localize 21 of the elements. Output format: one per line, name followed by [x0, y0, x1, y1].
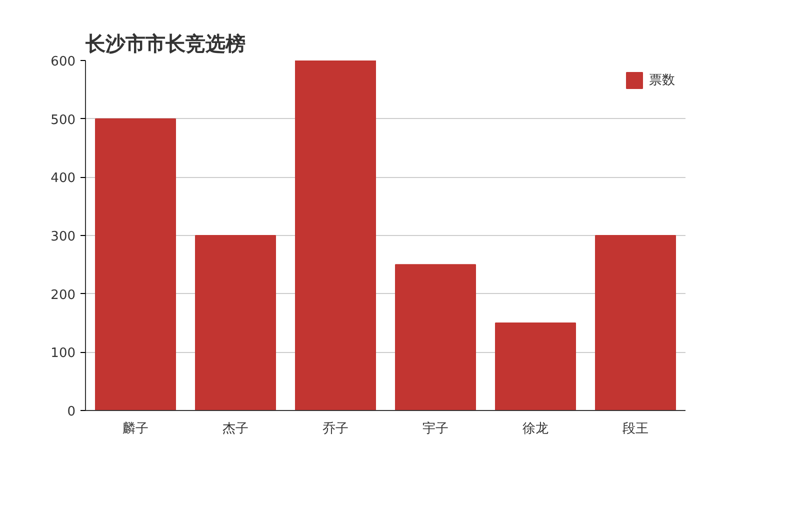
bar — [295, 60, 376, 410]
chart-title: 长沙市市长竞选榜 — [84, 32, 246, 56]
y-tick-label: 200 — [50, 288, 76, 303]
bar — [495, 322, 576, 410]
y-tick-label: 600 — [50, 54, 76, 70]
bar — [395, 264, 476, 410]
x-tick-label: 杰子 — [222, 422, 248, 436]
bar — [195, 235, 276, 410]
legend-label: 票数 — [649, 72, 675, 89]
bar — [595, 235, 676, 410]
x-tick-label: 乔子 — [322, 422, 348, 436]
bar — [95, 118, 176, 410]
x-tick-label: 宇子 — [422, 420, 448, 436]
x-tick-label: 徐龙 — [522, 422, 548, 436]
y-tick-label: 400 — [50, 171, 76, 186]
x-tick-label: 麟子 — [122, 422, 148, 436]
y-tick-label: 0 — [67, 404, 76, 420]
y-tick-label: 100 — [50, 346, 76, 362]
y-tick-label: 500 — [50, 112, 76, 128]
y-tick-label: 300 — [50, 230, 76, 244]
x-tick-label: 段王 — [622, 422, 648, 436]
